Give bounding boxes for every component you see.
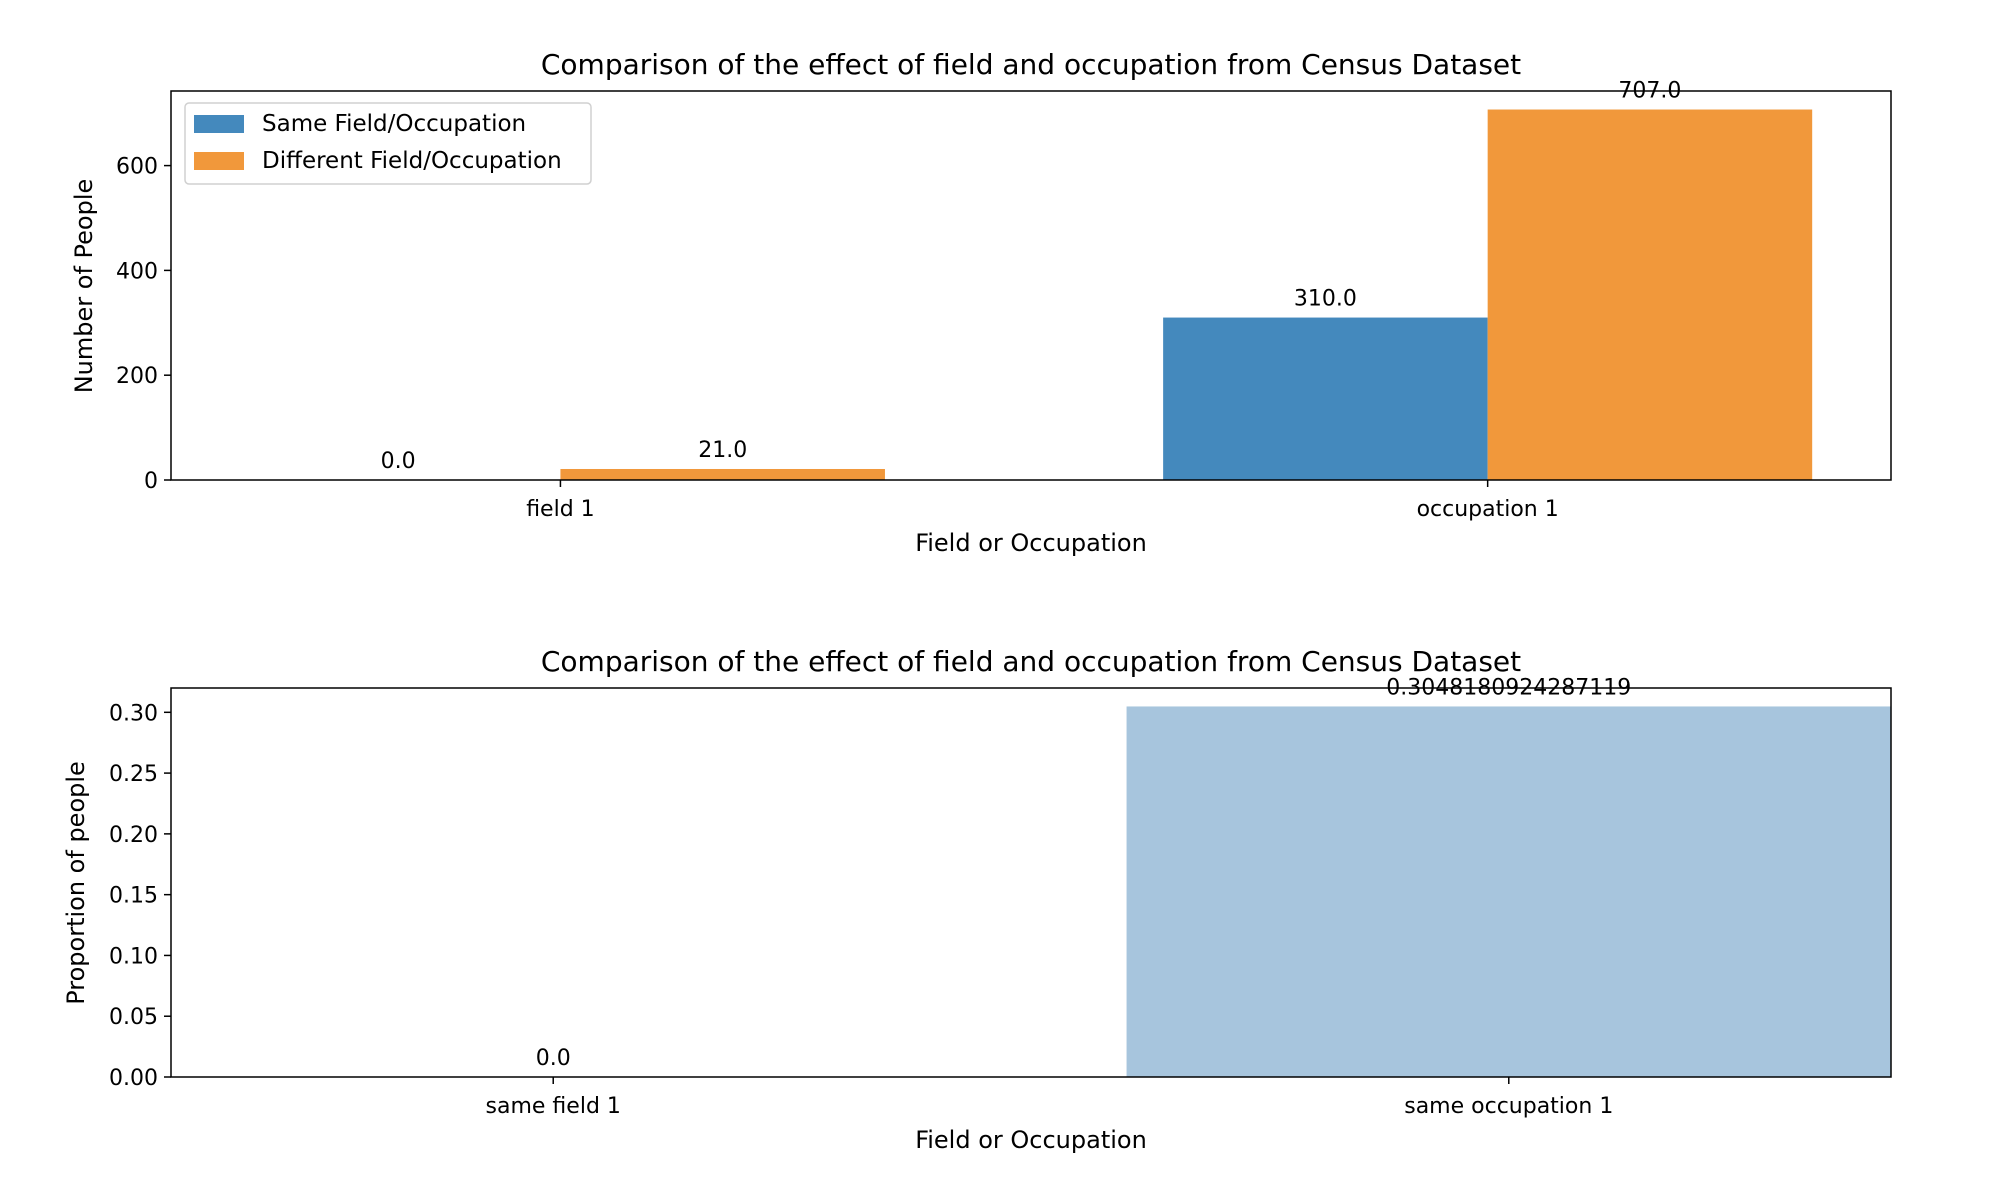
y-tick-label: 400 [116, 259, 158, 284]
chart-counts: Comparison of the effect of field and oc… [70, 48, 1892, 557]
y-tick-label: 0.15 [109, 884, 158, 909]
chart2-data-labels: 0.0 0.3048180924287119 [536, 675, 1632, 1071]
legend-swatch-same [194, 115, 244, 133]
y-tick-label: 0.00 [109, 1066, 158, 1091]
chart1-legend: Same Field/Occupation Different Field/Oc… [184, 102, 592, 185]
chart1-title: Comparison of the effect of field and oc… [541, 48, 1521, 81]
chart-proportions: Comparison of the effect of field and oc… [62, 645, 1892, 1154]
legend-box [184, 102, 592, 185]
y-tick-label: 0.10 [109, 944, 158, 969]
chart1-data-labels: 0.0 310.0 21.0 707.0 [381, 79, 1682, 474]
x-tick-label: same occupation 1 [1404, 1094, 1613, 1119]
y-tick-label: 0.05 [109, 1005, 158, 1030]
chart2-x-axis-label: Field or Occupation [915, 1126, 1147, 1154]
x-tick-label: field 1 [526, 497, 594, 522]
bar-value-label: 707.0 [1618, 79, 1681, 104]
bar-value-label: 0.0 [381, 449, 416, 474]
chart2-y-axis-label: Proportion of people [62, 761, 90, 1005]
chart1-y-axis-label: Number of People [70, 179, 98, 394]
bar-value-label: 21.0 [698, 438, 747, 463]
chart2-frame [170, 687, 1892, 1078]
bar-different [560, 468, 885, 480]
chart2-x-axis: same field 1 same occupation 1 [486, 1077, 1613, 1119]
x-tick-label: occupation 1 [1417, 497, 1559, 522]
chart2-title: Comparison of the effect of field and oc… [541, 645, 1521, 678]
y-tick-label: 600 [116, 155, 158, 180]
chart1-x-axis-label: Field or Occupation [915, 529, 1147, 557]
legend-label-same: Same Field/Occupation [262, 111, 526, 137]
y-tick-label: 200 [116, 364, 158, 389]
bar-same [1163, 317, 1488, 480]
chart1-y-axis: 0 200 400 600 [116, 155, 171, 494]
chart1-x-axis: field 1 occupation 1 [526, 480, 1559, 522]
bar-proportion [1126, 706, 1891, 1077]
bar-value-label: 310.0 [1294, 287, 1357, 312]
bar-different [1487, 109, 1813, 481]
bar-value-label: 0.0 [536, 1046, 571, 1071]
chart2-y-axis: 0.00 0.05 0.10 0.15 0.20 0.25 0.30 [109, 701, 171, 1091]
bar-value-label: 0.3048180924287119 [1386, 675, 1631, 700]
chart1-frame [170, 90, 1892, 481]
y-tick-label: 0.20 [109, 823, 158, 848]
x-tick-label: same field 1 [486, 1094, 621, 1119]
legend-swatch-different [194, 152, 244, 170]
y-tick-label: 0 [144, 469, 158, 494]
y-tick-label: 0.25 [109, 762, 158, 787]
chart1-bars [560, 109, 1813, 481]
legend-label-different: Different Field/Occupation [262, 148, 562, 174]
chart2-bars [1126, 706, 1891, 1077]
y-tick-label: 0.30 [109, 701, 158, 726]
